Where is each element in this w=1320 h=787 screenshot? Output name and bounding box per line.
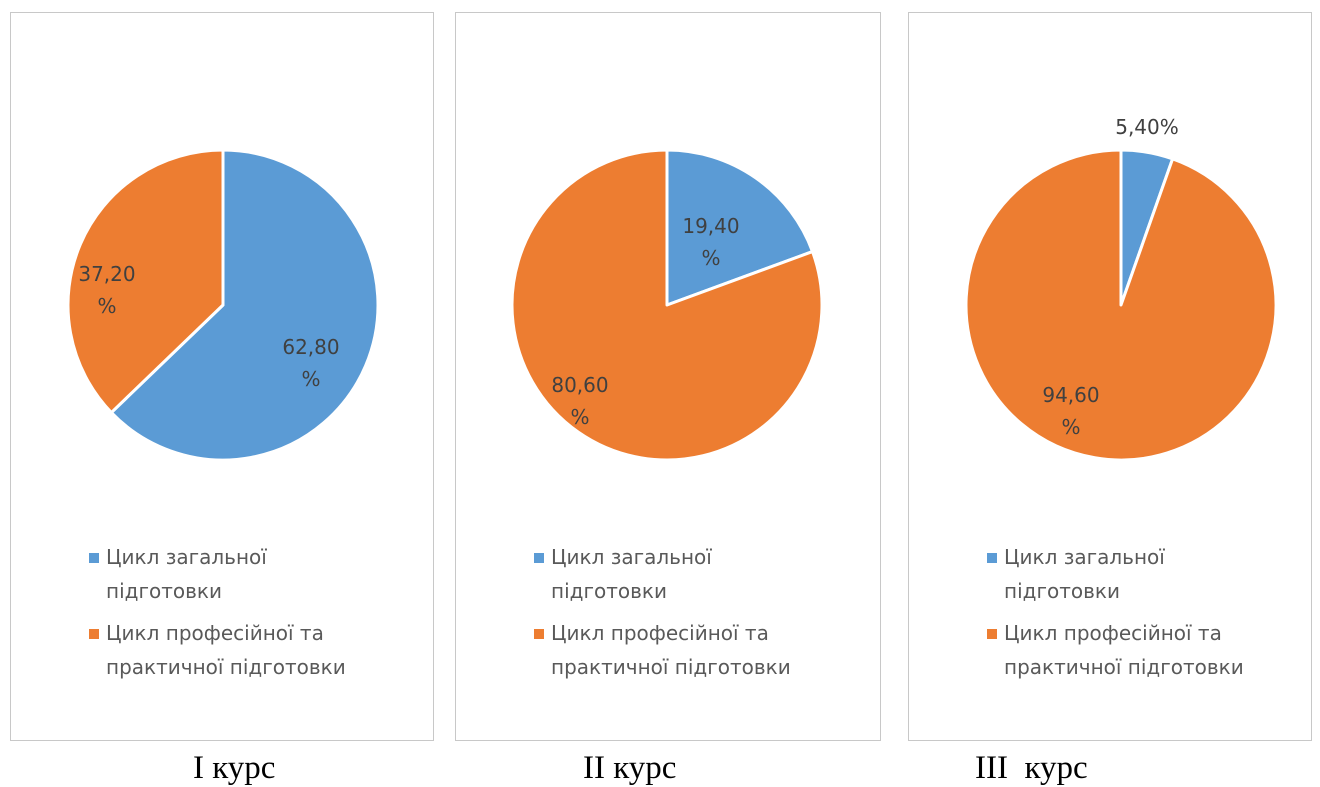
legend-swatch-professional (89, 629, 99, 639)
legend-label-professional-line2: практичної підготовки (551, 655, 791, 679)
pie-slice-general (109, 148, 380, 462)
chart-caption-3: ІІІ курс (975, 750, 1088, 786)
legend-label-general-line1: Цикл загальної (1004, 545, 1165, 569)
data-label-professional: 80,60% (551, 373, 608, 429)
legend-label-professional-line1: Цикл професійної та (1004, 621, 1222, 645)
legend-swatch-general (89, 553, 99, 563)
pie-slice-professional (510, 148, 824, 462)
pie-chart-2: 19,40 % 80,60% (510, 148, 824, 462)
pie-slice-professional (964, 148, 1278, 462)
chart-caption-2: ІІ курс (583, 750, 677, 786)
chart-caption-1: І курс (193, 750, 276, 786)
chart-panel-1: 62,80% 37,20% Цикл загальної підготовки Ц… (10, 12, 434, 741)
chart-panel-2: 19,40% 80,60% Цикл загальної підготовки Ц… (455, 12, 881, 741)
legend-label-professional-line2: практичної підготовки (1004, 655, 1244, 679)
legend-label-general-line2: підготовки (1004, 579, 1120, 603)
legend-item-professional: Цикл професійної та практичної підготовк… (89, 616, 406, 684)
data-label-professional: 94,60% (1042, 383, 1099, 439)
chart-panel-3: 5,40% 94,60% Цикл загальної підготовки Ци… (908, 12, 1312, 741)
legend-label-professional-line1: Цикл професійної та (106, 621, 324, 645)
legend: Цикл загальної підготовки Цикл професійн… (89, 540, 406, 684)
data-label-professional: 37,20% (78, 262, 135, 318)
legend-swatch-professional (534, 629, 544, 639)
legend-label-general-line2: підготовки (106, 579, 222, 603)
legend-item-general: Цикл загальної підготовки (534, 540, 851, 608)
legend-swatch-general (987, 553, 997, 563)
data-label-general: 19,40% (682, 214, 739, 270)
legend-item-professional: Цикл професійної та практичної підготовк… (987, 616, 1304, 684)
legend: Цикл загальної підготовки Цикл професійн… (987, 540, 1304, 684)
legend-label-general-line1: Цикл загальної (106, 545, 267, 569)
pie-slice-general (665, 148, 814, 307)
legend-swatch-general (534, 553, 544, 563)
legend-label-professional-line2: практичної підготовки (106, 655, 346, 679)
legend-item-professional: Цикл професійної та практичної підготовк… (534, 616, 851, 684)
legend-item-general: Цикл загальної підготовки (89, 540, 406, 608)
pie-chart-3: 5,40% 94,60% (964, 115, 1278, 462)
legend-label-general-line2: підготовки (551, 579, 667, 603)
legend-label-professional-line1: Цикл професійної та (551, 621, 769, 645)
data-label-general: 5,40% (1115, 115, 1179, 139)
data-label-general: 62,80% (282, 335, 339, 391)
pie-slice-professional (66, 148, 225, 415)
legend-swatch-professional (987, 629, 997, 639)
legend: Цикл загальної підготовки Цикл професійн… (534, 540, 851, 684)
legend-item-general: Цикл загальної підготовки (987, 540, 1304, 608)
pie-chart-1: 62,80 % 37,20% (66, 148, 380, 462)
legend-label-general-line1: Цикл загальної (551, 545, 712, 569)
